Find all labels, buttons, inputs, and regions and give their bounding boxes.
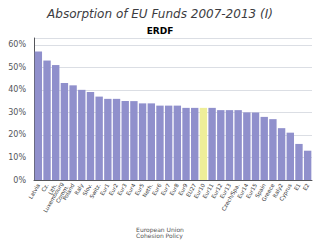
svg-text:ERDF: ERDF: [147, 26, 174, 36]
svg-text:European Union: European Union: [136, 225, 184, 233]
svg-text:50%: 50%: [8, 63, 26, 72]
svg-text:Eur4: Eur4: [125, 182, 137, 197]
svg-text:Neth.: Neth.: [141, 182, 154, 199]
svg-text:Poland: Poland: [61, 182, 76, 202]
svg-text:Czech/Spa.: Czech/Spa.: [220, 182, 241, 212]
svg-text:Spain: Spain: [254, 182, 267, 199]
svg-text:Eur12: Eur12: [210, 182, 224, 200]
svg-text:Eur2: Eur2: [107, 182, 120, 197]
svg-text:Comm.: Comm.: [54, 184, 70, 204]
svg-text:Latvia: Latvia: [27, 182, 41, 199]
svg-text:Eur14: Eur14: [236, 182, 250, 200]
svg-text:E1: E1: [293, 182, 302, 191]
svg-text:EU27: EU27: [184, 182, 198, 198]
svg-text:Eur6: Eur6: [151, 182, 163, 197]
svg-text:Cz.: Cz.: [40, 182, 50, 193]
svg-text:Eur7: Eur7: [159, 182, 172, 197]
svg-text:Eur1: Eur1: [98, 182, 111, 197]
svg-text:Slov.: Slov.: [81, 182, 94, 197]
svg-text:Eur13: Eur13: [218, 182, 233, 200]
svg-text:Eur15: Eur15: [244, 182, 259, 200]
svg-text:Greece: Greece: [260, 182, 276, 203]
svg-text:Italy2: Italy2: [271, 182, 285, 199]
svg-text:Eur5: Eur5: [133, 182, 146, 197]
svg-text:30%: 30%: [8, 108, 26, 117]
svg-text:Eur10: Eur10: [192, 182, 206, 200]
svg-text:Eur8: Eur8: [168, 182, 180, 197]
svg-text:Luxembourg: Luxembourg: [42, 181, 65, 214]
svg-text:60%: 60%: [8, 40, 26, 49]
svg-text:Absorption of EU Funds 2007-20: Absorption of EU Funds 2007-2013 (I): [46, 7, 273, 21]
svg-text:Cyprus: Cyprus: [278, 182, 294, 202]
svg-text:Eur3: Eur3: [116, 182, 128, 197]
svg-text:Cohesion Policy: Cohesion Policy: [136, 232, 183, 240]
svg-text:Eur9: Eur9: [177, 182, 189, 197]
svg-text:0%: 0%: [13, 176, 26, 185]
svg-text:Eur11: Eur11: [201, 182, 215, 200]
svg-text:E2: E2: [302, 182, 311, 191]
svg-text:40%: 40%: [8, 85, 26, 94]
svg-text:Italy: Italy: [73, 182, 85, 196]
svg-text:Switz.: Switz.: [88, 182, 102, 200]
svg-text:10%: 10%: [8, 153, 26, 162]
svg-text:20%: 20%: [8, 130, 26, 139]
